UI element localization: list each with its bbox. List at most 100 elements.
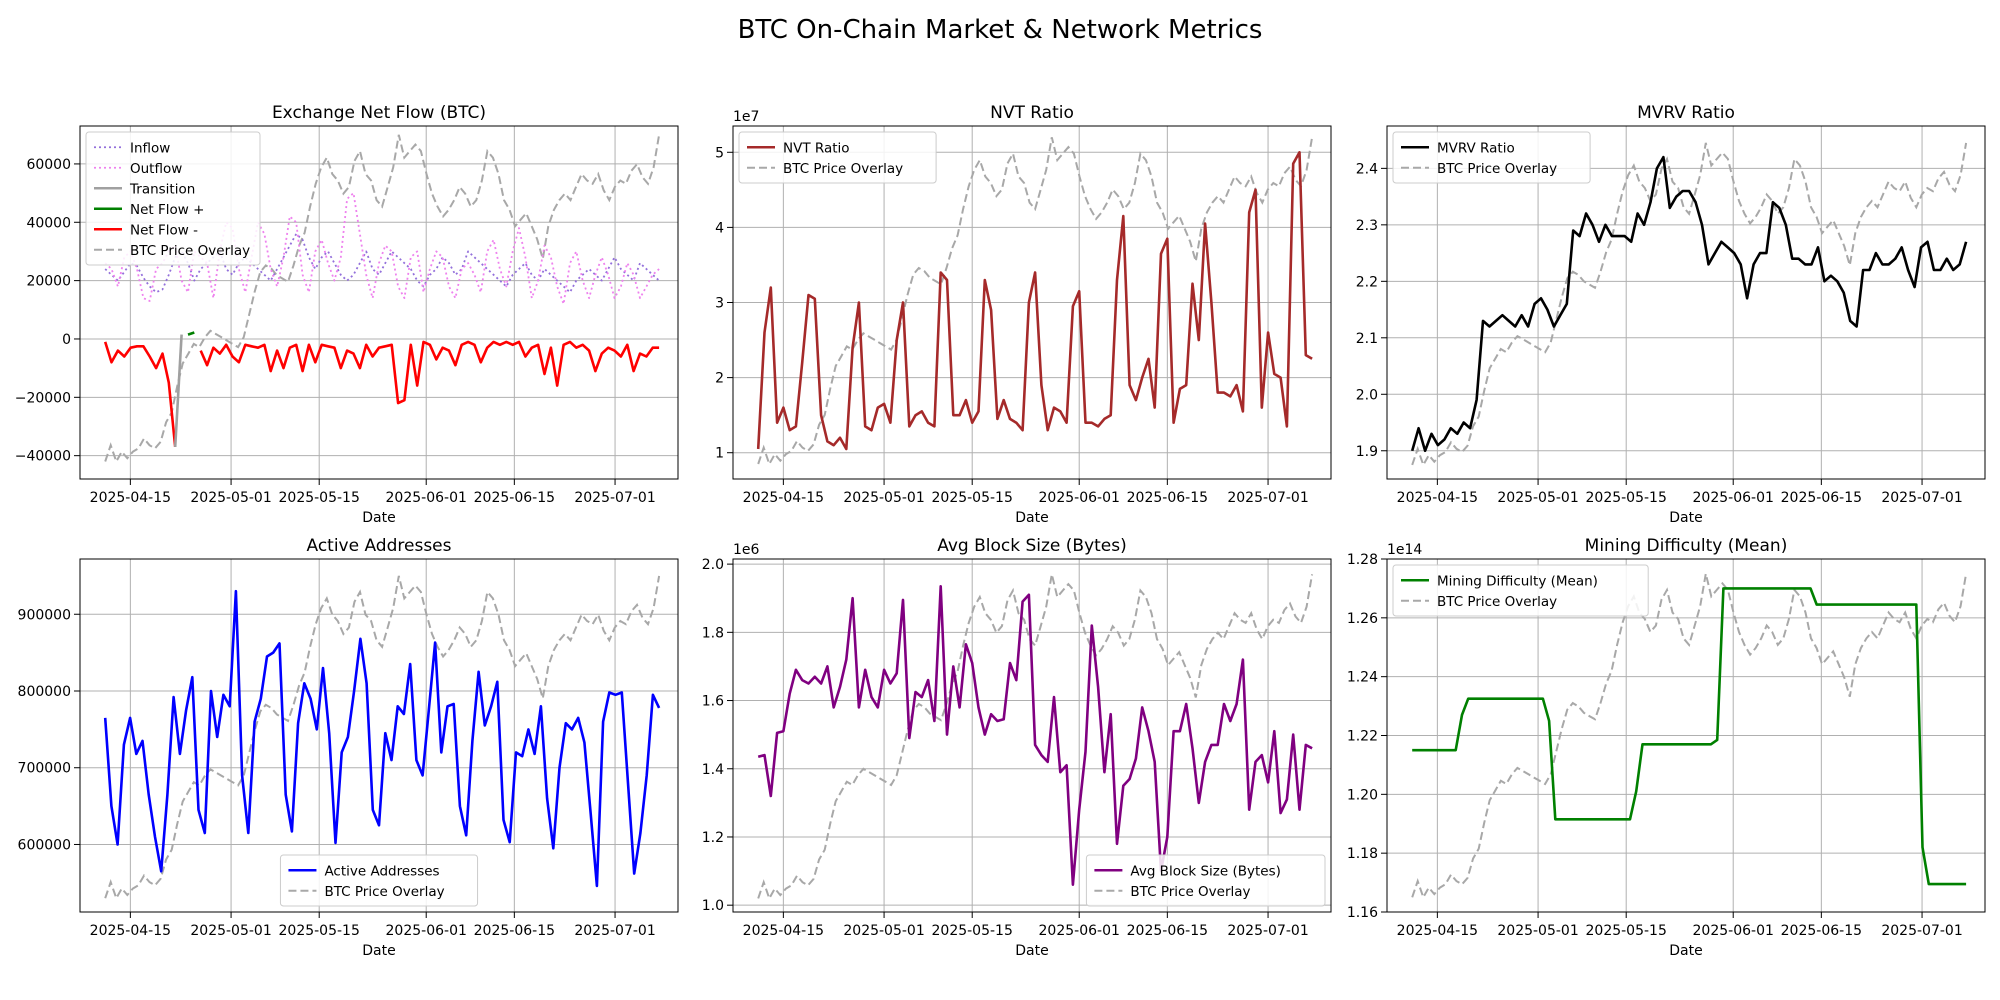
x-tick-label: 2025-05-01 bbox=[190, 490, 271, 506]
y-tick-label: 2.0 bbox=[1356, 387, 1378, 403]
x-tick-label: 2025-06-01 bbox=[386, 490, 467, 506]
x-tick-label: 2025-06-15 bbox=[1127, 490, 1208, 506]
y-tick-label: 2 bbox=[715, 371, 724, 387]
legend-label: Net Flow - bbox=[130, 222, 198, 238]
x-tick-label: 2025-06-01 bbox=[1693, 490, 1774, 506]
legend-label: MVRV Ratio bbox=[1437, 140, 1515, 156]
x-tick-label: 2025-06-15 bbox=[1781, 490, 1862, 506]
series-line-transition bbox=[173, 334, 183, 447]
y-tick-label: 700000 bbox=[18, 761, 71, 777]
legend-label: Net Flow + bbox=[130, 202, 204, 218]
legend-label: BTC Price Overlay bbox=[324, 884, 444, 900]
plot-frame bbox=[79, 558, 679, 913]
x-tick-label: 2025-05-01 bbox=[1497, 923, 1578, 939]
legend-label: Transition bbox=[129, 181, 195, 197]
x-tick-label: 2025-07-01 bbox=[1227, 490, 1308, 506]
x-tick-label: 2025-07-01 bbox=[1227, 923, 1308, 939]
chart-title: Mining Difficulty (Mean) bbox=[1585, 536, 1788, 556]
legend-label: BTC Price Overlay bbox=[783, 161, 903, 177]
y-tick-label: 40000 bbox=[26, 215, 71, 231]
y-tick-label: 1.22 bbox=[1347, 729, 1378, 745]
series-line-avg-block-size-bytes bbox=[757, 585, 1313, 886]
chart-title: Exchange Net Flow (BTC) bbox=[272, 103, 486, 123]
y-tick-label: 1.0 bbox=[702, 898, 724, 914]
y-tick-label: 900000 bbox=[18, 607, 71, 623]
legend-box bbox=[279, 854, 479, 907]
y-tick-label: 1.6 bbox=[702, 694, 724, 710]
legend-box bbox=[738, 131, 937, 184]
chart-panel-5: Avg Block Size (Bytes) 2025-04-15 2025-05-… bbox=[702, 536, 1332, 959]
y-tick-label: 1 bbox=[715, 446, 724, 462]
series-line-btc-price-overlay bbox=[104, 134, 661, 464]
x-tick-label: 2025-06-15 bbox=[1127, 923, 1208, 939]
y-tick-label: 600000 bbox=[18, 837, 71, 853]
x-axis-label: Date bbox=[1669, 510, 1702, 526]
x-tick-label: 2025-05-15 bbox=[279, 923, 360, 939]
legend-label: NVT Ratio bbox=[783, 140, 850, 156]
y-tick-label: −40000 bbox=[15, 449, 71, 465]
x-tick-label: 2025-05-01 bbox=[843, 923, 924, 939]
x-tick-label: 2025-07-01 bbox=[574, 923, 655, 939]
series-line-btc-price-overlay bbox=[1411, 573, 1968, 900]
x-tick-label: 2025-05-01 bbox=[1497, 490, 1578, 506]
y-tick-label: 2.2 bbox=[1356, 274, 1378, 290]
x-tick-label: 2025-06-15 bbox=[474, 923, 555, 939]
y-tick-label: −20000 bbox=[15, 390, 71, 406]
y-tick-label: 1.18 bbox=[1347, 846, 1378, 862]
chart-title: Avg Block Size (Bytes) bbox=[937, 536, 1127, 556]
legend-label: BTC Price Overlay bbox=[1130, 884, 1250, 900]
y-tick-label: 2.0 bbox=[702, 557, 724, 573]
plot-frame bbox=[732, 125, 1332, 480]
chart-panel-4: Active Addresses 2025-04-15 2025-05-01 2025… bbox=[18, 536, 679, 959]
x-tick-label: 2025-05-15 bbox=[279, 490, 360, 506]
y-tick-label: 1.20 bbox=[1347, 787, 1378, 803]
x-axis-label: Date bbox=[362, 510, 395, 526]
chart-title: Active Addresses bbox=[306, 536, 451, 556]
legend-label: BTC Price Overlay bbox=[1437, 161, 1557, 177]
legend-label: BTC Price Overlay bbox=[1437, 594, 1557, 610]
legend-box bbox=[1392, 564, 1649, 617]
y-tick-label: 1.8 bbox=[702, 625, 724, 641]
x-axis-label: Date bbox=[1015, 943, 1048, 959]
x-tick-label: 2025-05-15 bbox=[1586, 490, 1667, 506]
legend-box bbox=[1085, 854, 1326, 907]
y-tick-label: 3 bbox=[715, 296, 724, 312]
legend: Mining Difficulty (Mean) BTC Price Overla… bbox=[1392, 564, 1649, 617]
chart-title: NVT Ratio bbox=[990, 103, 1074, 123]
x-tick-label: 2025-05-15 bbox=[1586, 923, 1667, 939]
legend: Avg Block Size (Bytes) BTC Price Overlay bbox=[1085, 854, 1326, 907]
x-tick-label: 2025-04-15 bbox=[743, 923, 824, 939]
x-tick-label: 2025-06-01 bbox=[1693, 923, 1774, 939]
legend-label: Avg Block Size (Bytes) bbox=[1130, 863, 1281, 879]
x-tick-label: 2025-05-01 bbox=[843, 490, 924, 506]
y-offset-label: 1e7 bbox=[733, 109, 759, 125]
chart-panel-3: MVRV Ratio 2025-04-15 2025-05-01 2025-05-15… bbox=[1356, 103, 1986, 526]
plot-frame bbox=[1386, 558, 1986, 913]
x-tick-label: 2025-07-01 bbox=[574, 490, 655, 506]
y-tick-label: 60000 bbox=[26, 157, 71, 173]
series-line-btc-price-overlay bbox=[757, 574, 1314, 901]
legend-label: Mining Difficulty (Mean) bbox=[1437, 573, 1598, 589]
legend: Inflow Outflow Transition Net Flow + Net Flo… bbox=[85, 131, 261, 266]
x-axis-label: Date bbox=[1015, 510, 1048, 526]
legend: MVRV Ratio BTC Price Overlay bbox=[1392, 131, 1591, 184]
y-tick-label: 1.28 bbox=[1347, 552, 1378, 568]
grid bbox=[1387, 126, 1985, 479]
plot-frame bbox=[1386, 125, 1986, 480]
y-offset-label: 1e14 bbox=[1387, 542, 1422, 558]
y-tick-label: 800000 bbox=[18, 684, 71, 700]
x-tick-label: 2025-05-15 bbox=[932, 923, 1013, 939]
x-tick-label: 2025-07-01 bbox=[1881, 490, 1962, 506]
x-tick-label: 2025-04-15 bbox=[1397, 923, 1478, 939]
x-tick-label: 2025-06-15 bbox=[1781, 923, 1862, 939]
series-line-nvt-ratio bbox=[756, 151, 1313, 451]
x-tick-label: 2025-04-15 bbox=[90, 490, 171, 506]
x-tick-label: 2025-04-15 bbox=[1397, 490, 1478, 506]
legend: NVT Ratio BTC Price Overlay bbox=[738, 131, 937, 184]
x-tick-label: 2025-06-01 bbox=[1039, 923, 1120, 939]
grid bbox=[80, 559, 678, 912]
y-tick-label: 2.1 bbox=[1356, 331, 1378, 347]
x-tick-label: 2025-04-15 bbox=[743, 490, 824, 506]
